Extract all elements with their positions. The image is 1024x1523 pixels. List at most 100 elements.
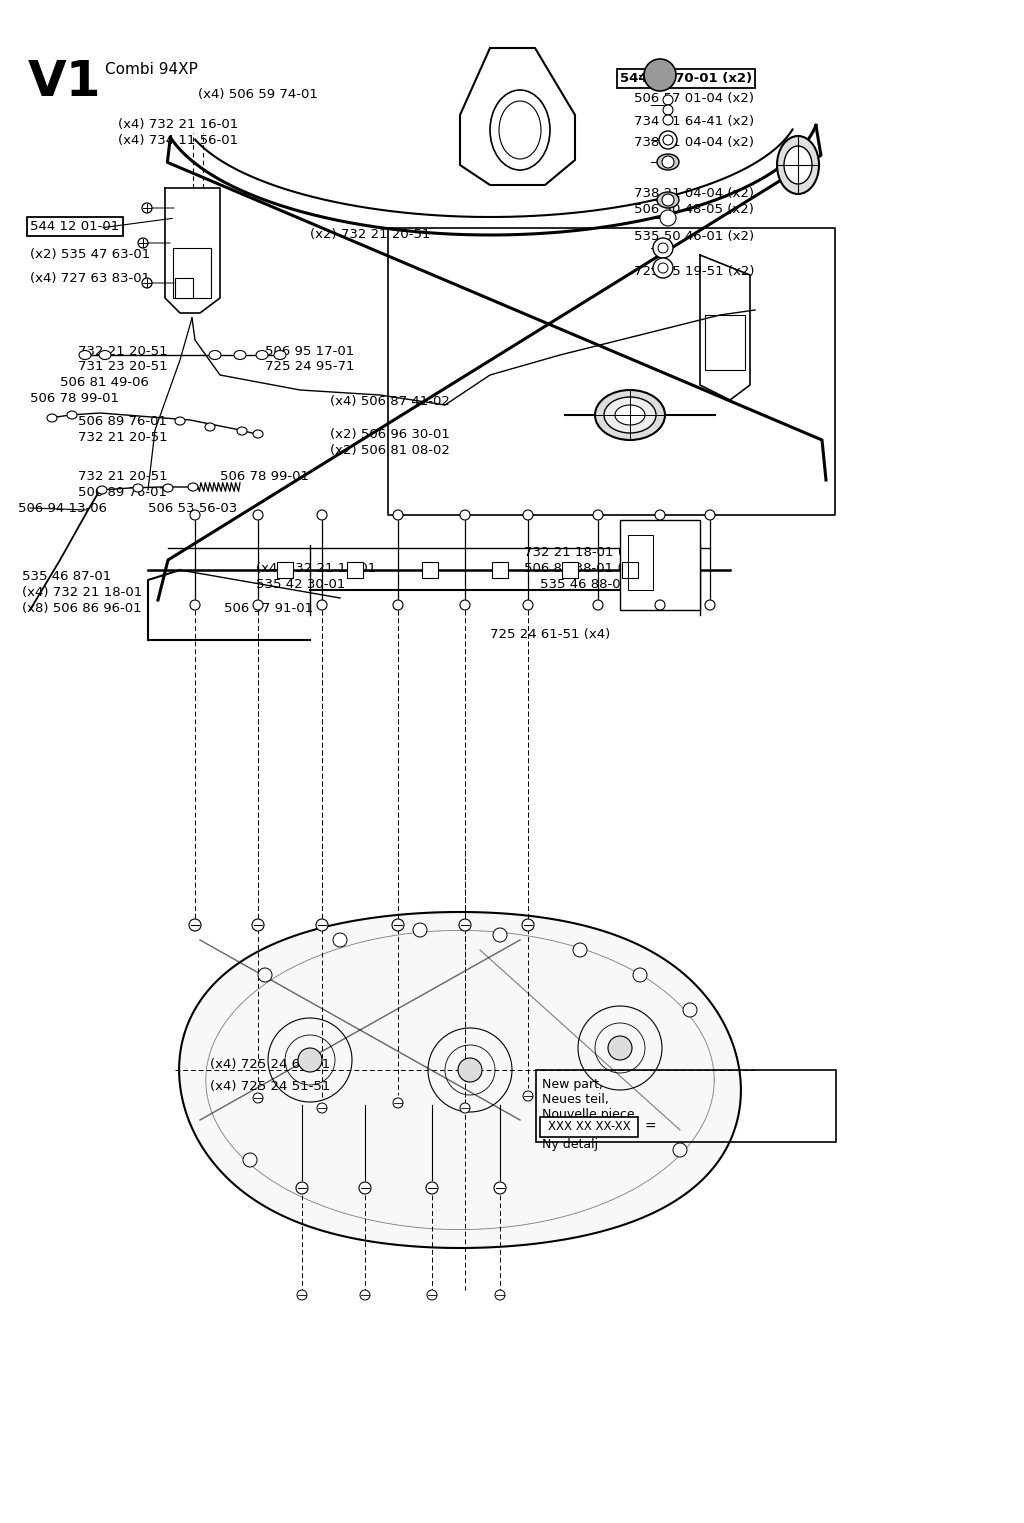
Circle shape [460, 510, 470, 519]
Circle shape [633, 969, 647, 982]
Circle shape [189, 918, 201, 931]
Circle shape [705, 510, 715, 519]
Circle shape [460, 1103, 470, 1113]
Circle shape [495, 1290, 505, 1301]
Circle shape [393, 1098, 403, 1109]
Text: (x4) 725 24 51-51: (x4) 725 24 51-51 [210, 1080, 331, 1094]
Text: 725 24 61-51 (x4): 725 24 61-51 (x4) [490, 627, 610, 641]
Text: 544 12 01-01: 544 12 01-01 [30, 219, 119, 233]
Text: 506 81 49-06: 506 81 49-06 [60, 376, 148, 388]
Circle shape [298, 1048, 322, 1072]
Circle shape [662, 193, 674, 206]
Circle shape [253, 510, 263, 519]
Text: 738 21 04-04 (x2): 738 21 04-04 (x2) [634, 136, 754, 149]
Ellipse shape [67, 411, 77, 419]
Circle shape [359, 1182, 371, 1194]
Circle shape [296, 1182, 308, 1194]
Ellipse shape [657, 192, 679, 209]
Text: 725 25 19-51 (x2): 725 25 19-51 (x2) [634, 265, 755, 279]
Bar [705, 315, 745, 370]
Circle shape [663, 116, 673, 125]
Circle shape [655, 600, 665, 611]
Circle shape [190, 510, 200, 519]
Bar [536, 1071, 836, 1142]
Text: 732 21 20-51: 732 21 20-51 [78, 471, 168, 483]
Text: (x4) 506 87 41-02: (x4) 506 87 41-02 [330, 394, 450, 408]
Text: XXX XX XX-XX: XXX XX XX-XX [548, 1121, 631, 1133]
Text: 734 11 64-41 (x2): 734 11 64-41 (x2) [634, 116, 754, 128]
Ellipse shape [595, 390, 665, 440]
Circle shape [593, 510, 603, 519]
Circle shape [138, 238, 148, 248]
Circle shape [673, 1142, 687, 1157]
Text: 506 89 76-01: 506 89 76-01 [78, 414, 167, 428]
Text: 535 46 88-01: 535 46 88-01 [540, 579, 629, 591]
Ellipse shape [209, 350, 221, 359]
Circle shape [662, 155, 674, 168]
Bar [422, 562, 438, 579]
Circle shape [317, 1103, 327, 1113]
Bar [620, 519, 700, 611]
Text: 506 89 76-01: 506 89 76-01 [78, 486, 167, 500]
Text: 732 21 18-01 (x8): 732 21 18-01 (x8) [524, 547, 644, 559]
Ellipse shape [784, 146, 812, 184]
Circle shape [523, 510, 534, 519]
Text: V1: V1 [28, 58, 101, 107]
Circle shape [663, 105, 673, 116]
Ellipse shape [777, 136, 819, 193]
Ellipse shape [615, 405, 645, 425]
Circle shape [608, 1036, 632, 1060]
Circle shape [522, 918, 534, 931]
Polygon shape [179, 912, 741, 1247]
Ellipse shape [79, 350, 91, 359]
Ellipse shape [97, 486, 106, 493]
Circle shape [655, 510, 665, 519]
Circle shape [494, 1182, 506, 1194]
Text: 725 24 95-71: 725 24 95-71 [265, 359, 354, 373]
Circle shape [258, 969, 272, 982]
Ellipse shape [175, 417, 185, 425]
Text: 506 95 17-01: 506 95 17-01 [265, 346, 354, 358]
Circle shape [392, 918, 404, 931]
Circle shape [593, 600, 603, 611]
Circle shape [190, 600, 200, 611]
Text: 506 97 91-01: 506 97 91-01 [224, 602, 313, 615]
Text: (x2) 506 81 08-02: (x2) 506 81 08-02 [330, 445, 450, 457]
Circle shape [297, 1290, 307, 1301]
Text: (x4) 727 63 83-01: (x4) 727 63 83-01 [30, 273, 151, 285]
Circle shape [393, 600, 403, 611]
Text: 535 50 46-01 (x2): 535 50 46-01 (x2) [634, 230, 754, 244]
Text: (x2) 506 96 30-01: (x2) 506 96 30-01 [330, 428, 450, 442]
Circle shape [658, 244, 668, 253]
Circle shape [460, 600, 470, 611]
Circle shape [683, 1004, 697, 1017]
Circle shape [253, 600, 263, 611]
Text: 535 42 30-01: 535 42 30-01 [256, 579, 345, 591]
Text: 506 78 99-01: 506 78 99-01 [220, 471, 309, 483]
Circle shape [317, 600, 327, 611]
Circle shape [426, 1182, 438, 1194]
Text: (x2) 535 47 63-01: (x2) 535 47 63-01 [30, 248, 151, 260]
Circle shape [427, 1290, 437, 1301]
Bar [347, 562, 362, 579]
Circle shape [573, 943, 587, 956]
Text: (x2) 732 21 20-51: (x2) 732 21 20-51 [310, 228, 430, 241]
Circle shape [659, 131, 677, 149]
Text: 506 78 99-01: 506 78 99-01 [30, 391, 119, 405]
Circle shape [523, 1090, 534, 1101]
Ellipse shape [133, 484, 143, 492]
Circle shape [493, 928, 507, 943]
Circle shape [459, 918, 471, 931]
Circle shape [142, 279, 152, 288]
Bar [540, 1116, 638, 1138]
Text: 506 50 48-05 (x2): 506 50 48-05 (x2) [634, 203, 754, 216]
Ellipse shape [604, 398, 656, 433]
Text: 506 57 01-04 (x2): 506 57 01-04 (x2) [634, 91, 754, 105]
Bar [173, 248, 211, 299]
Text: (x4) 734 11 56-01: (x4) 734 11 56-01 [118, 134, 239, 148]
Circle shape [317, 510, 327, 519]
Bar [492, 562, 508, 579]
Text: 506 81 38-01 (x3): 506 81 38-01 (x3) [524, 562, 644, 576]
Text: 738 21 04-04 (x2): 738 21 04-04 (x2) [634, 187, 754, 200]
Text: (x4) 725 24 61-51: (x4) 725 24 61-51 [210, 1058, 331, 1071]
